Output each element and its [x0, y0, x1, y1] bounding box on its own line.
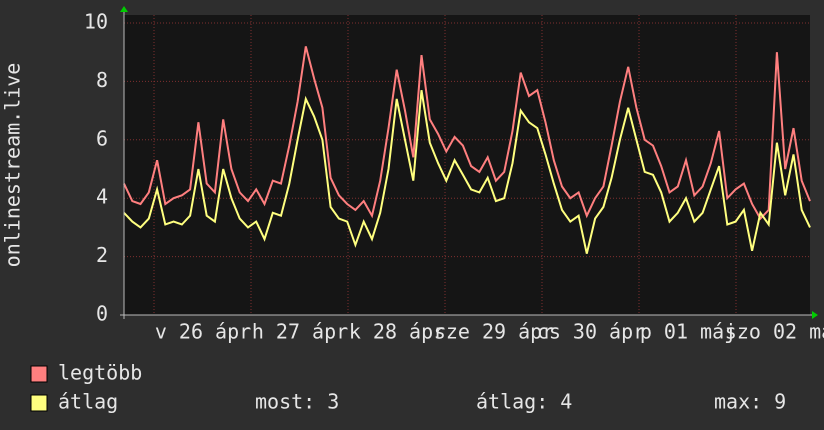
x-tick-label: v 26 ápr — [155, 320, 251, 344]
stat-value: 4 — [560, 390, 572, 414]
y-axis-label: onlinestream.live — [1, 63, 25, 268]
y-tick-label: 10 — [84, 10, 108, 34]
y-tick-label: 4 — [96, 185, 108, 209]
y-tick-label: 2 — [96, 243, 108, 267]
stat-label: most: — [255, 390, 315, 414]
x-tick-label: sze 29 ápr — [434, 320, 554, 344]
stat-value: 3 — [327, 390, 339, 414]
y-tick-label: 6 — [96, 126, 108, 150]
x-tick-label: szo 02 máj — [725, 320, 824, 344]
y-tick-label: 8 — [96, 68, 108, 92]
legend-label: legtöbb — [58, 361, 142, 385]
series-line — [123, 90, 811, 254]
x-arrow — [812, 311, 818, 319]
y-tick-label: 0 — [96, 302, 108, 326]
plot-area — [124, 15, 810, 315]
legend-label: átlag — [58, 390, 118, 414]
series-line — [123, 46, 811, 221]
x-tick-label: p 01 máj — [640, 320, 736, 344]
legend-swatch — [30, 365, 48, 383]
x-tick-label: h 27 ápr — [252, 320, 348, 344]
stat-label: max: — [714, 390, 762, 414]
y-arrow — [120, 6, 128, 12]
legend: legtöbb átlag most: 3 átlag: 4 max: 9 — [30, 361, 786, 414]
legend-swatch — [30, 394, 48, 412]
stat-label: átlag: — [476, 390, 548, 414]
stat-value: 9 — [774, 390, 786, 414]
axes — [120, 6, 818, 319]
x-tick-label: cs 30 ápr — [537, 320, 645, 344]
x-tick-label: k 28 ápr — [349, 320, 445, 344]
lines — [123, 46, 811, 254]
